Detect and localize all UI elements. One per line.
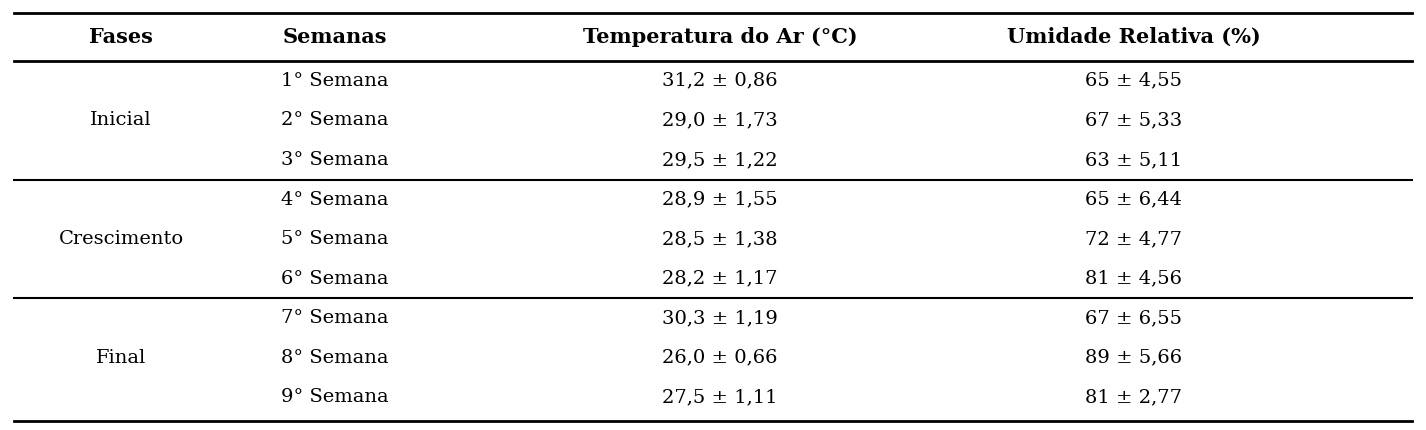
Text: 65 ± 4,55: 65 ± 4,55 [1085,72,1182,90]
Text: 9° Semana: 9° Semana [281,388,389,406]
Text: 3° Semana: 3° Semana [281,151,389,169]
Text: 27,5 ± 1,11: 27,5 ± 1,11 [663,388,777,406]
Text: 2° Semana: 2° Semana [281,111,389,129]
Text: Final: Final [96,349,147,367]
Text: Umidade Relativa (%): Umidade Relativa (%) [1007,27,1261,47]
Text: 28,5 ± 1,38: 28,5 ± 1,38 [662,230,779,248]
Text: 63 ± 5,11: 63 ± 5,11 [1085,151,1182,169]
Text: 30,3 ± 1,19: 30,3 ± 1,19 [662,309,779,327]
Text: 8° Semana: 8° Semana [281,349,389,367]
Text: 29,0 ± 1,73: 29,0 ± 1,73 [662,111,779,129]
Text: 65 ± 6,44: 65 ± 6,44 [1085,190,1182,209]
Text: Inicial: Inicial [90,111,153,129]
Text: Temperatura do Ar (°C): Temperatura do Ar (°C) [583,27,857,47]
Text: 28,2 ± 1,17: 28,2 ± 1,17 [663,270,777,288]
Text: 72 ± 4,77: 72 ± 4,77 [1085,230,1182,248]
Text: 28,9 ± 1,55: 28,9 ± 1,55 [662,190,779,209]
Text: 6° Semana: 6° Semana [281,270,389,288]
Text: 7° Semana: 7° Semana [281,309,389,327]
Text: 31,2 ± 0,86: 31,2 ± 0,86 [662,72,779,90]
Text: 29,5 ± 1,22: 29,5 ± 1,22 [662,151,779,169]
Text: 81 ± 2,77: 81 ± 2,77 [1085,388,1182,406]
Text: 26,0 ± 0,66: 26,0 ± 0,66 [663,349,777,367]
Text: 5° Semana: 5° Semana [281,230,389,248]
Text: 67 ± 5,33: 67 ± 5,33 [1085,111,1182,129]
Text: Crescimento: Crescimento [58,230,184,248]
Text: 67 ± 6,55: 67 ± 6,55 [1085,309,1182,327]
Text: 81 ± 4,56: 81 ± 4,56 [1085,270,1182,288]
Text: Semanas: Semanas [282,27,388,47]
Text: Fases: Fases [90,27,153,47]
Text: 4° Semana: 4° Semana [281,190,389,209]
Text: 1° Semana: 1° Semana [281,72,389,90]
Text: 89 ± 5,66: 89 ± 5,66 [1085,349,1182,367]
